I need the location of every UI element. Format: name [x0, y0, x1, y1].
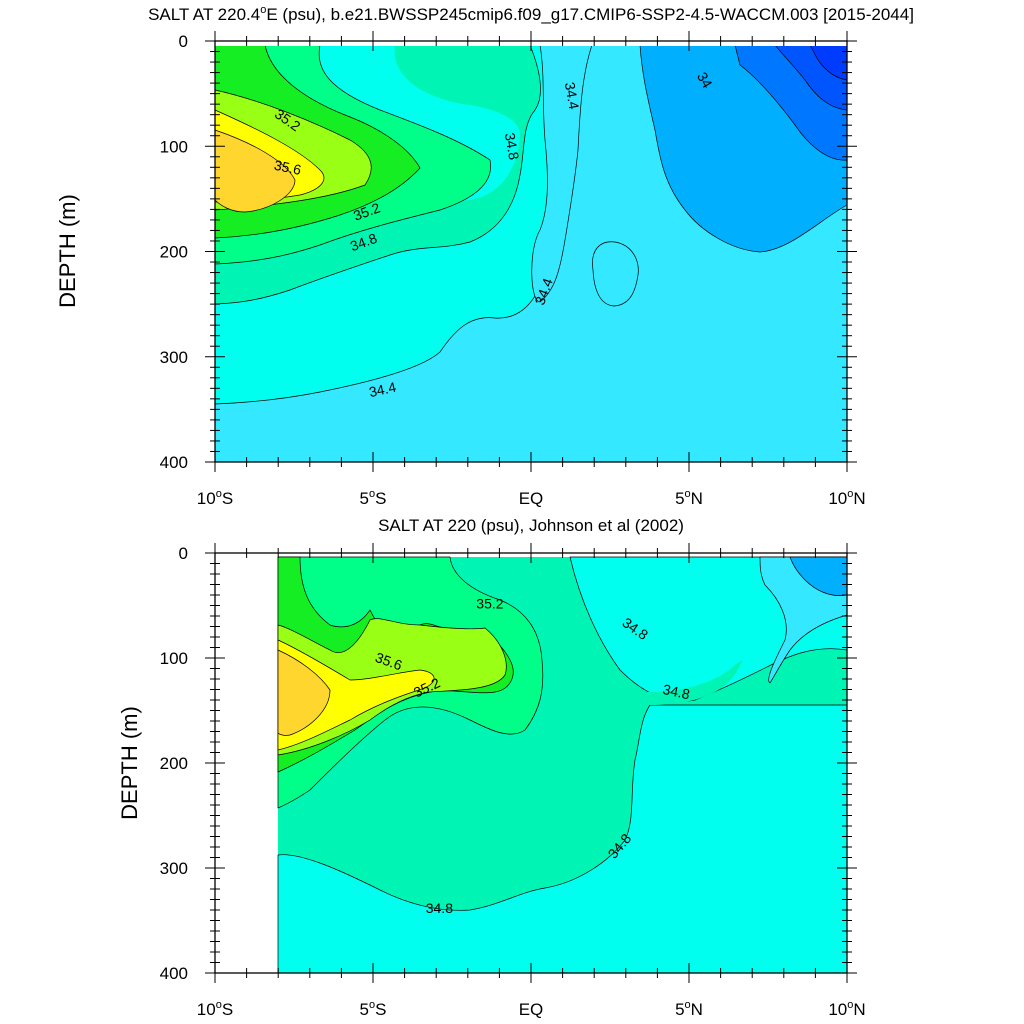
top-contour-label: 34: [694, 69, 716, 91]
top-x-tick-label: 10oN: [828, 488, 865, 508]
bottom-contour-label: 34.8: [661, 681, 691, 702]
bottom-y-tick-label: 0: [179, 544, 188, 563]
bottom-y-tick-label: 300: [160, 859, 188, 878]
bottom-fill-35.0-mid: [625, 660, 743, 705]
top-x-tick-label: EQ: [519, 489, 544, 508]
bottom-y-axis-label: DEPTH (m): [117, 706, 142, 820]
bottom-y-tick-label: 100: [160, 649, 188, 668]
x-tick-number: 10: [197, 1000, 216, 1019]
contour-label-text: 34.4: [562, 81, 583, 111]
top-x-tick-label: 5oS: [360, 488, 387, 508]
x-tick-hemisphere: N: [691, 489, 703, 508]
x-tick-number: 5: [360, 489, 369, 508]
bottom-contour-label: 35.2: [476, 595, 503, 611]
bottom-x-tick-label: 5oN: [675, 999, 703, 1019]
top-fill-36.0: [214, 129, 296, 213]
x-tick-hemisphere: S: [222, 1000, 233, 1019]
x-tick-degree: o: [369, 488, 375, 500]
x-tick-degree: o: [216, 999, 222, 1011]
x-tick-number: EQ: [519, 489, 544, 508]
x-tick-degree: o: [369, 999, 375, 1011]
bottom-plot-area: 35.235.635.234.834.834.834.8 01002003004…: [160, 543, 866, 1019]
contour-label-text: 34: [694, 69, 716, 91]
x-tick-hemisphere: N: [853, 489, 865, 508]
bottom-fill-34.8-deep: [277, 704, 848, 974]
x-tick-number: 5: [675, 489, 684, 508]
top-y-ticks: 0 100 200 300 400: [160, 32, 857, 472]
x-tick-number: 5: [360, 1000, 369, 1019]
top-y-tick-label: 0: [179, 32, 188, 51]
top-title: SALT AT 220.4oE (psu), b.e21.BWSSP245cmi…: [148, 4, 914, 24]
top-fill-34.6-isle: [592, 241, 639, 307]
bottom-y-tick-label: 400: [160, 964, 188, 983]
bottom-x-ticks: 10oS 5oS EQ 5oN 10oN: [197, 543, 866, 1019]
bottom-y-tick-label: 200: [160, 754, 188, 773]
x-tick-number: 10: [828, 489, 847, 508]
top-x-ticks: 10oS 5oS EQ 5oN 10oN: [197, 31, 866, 508]
bottom-fill-36.0: [277, 649, 331, 736]
top-contour-label: 34.4: [367, 379, 397, 400]
x-tick-hemisphere: S: [222, 489, 233, 508]
bottom-fill-35.8: [277, 639, 435, 751]
top-contour-label: 35.6: [273, 157, 303, 178]
bottom-x-tick-label: 5oS: [360, 999, 387, 1019]
contour-label-text: 35.2: [476, 595, 503, 611]
x-tick-hemisphere: S: [375, 489, 386, 508]
top-x-tick-label: 10oS: [197, 488, 233, 508]
x-tick-degree: o: [847, 488, 853, 500]
bottom-x-tick-label: 10oN: [828, 999, 865, 1019]
x-tick-degree: o: [685, 999, 691, 1011]
x-tick-number: 10: [197, 489, 216, 508]
x-tick-hemisphere: N: [853, 1000, 865, 1019]
bottom-contour-label: 34.8: [426, 900, 453, 916]
contour-label-text: 35.6: [273, 157, 303, 178]
bottom-title: SALT AT 220 (psu), Johnson et al (2002): [378, 516, 684, 535]
contour-label-text: 34.8: [426, 900, 453, 916]
x-tick-number: EQ: [519, 1000, 544, 1019]
top-title-sup: o: [260, 4, 266, 16]
top-title-main: SALT AT 220.4: [148, 5, 260, 24]
top-y-axis-label: DEPTH (m): [55, 194, 80, 308]
contour-label-text: 34.4: [367, 379, 397, 400]
bottom-contour-fills: [277, 556, 848, 974]
x-tick-number: 10: [828, 1000, 847, 1019]
x-tick-degree: o: [216, 488, 222, 500]
x-tick-hemisphere: S: [375, 1000, 386, 1019]
x-tick-degree: o: [685, 488, 691, 500]
top-x-tick-label: 5oN: [675, 488, 703, 508]
bottom-x-tick-label: 10oS: [197, 999, 233, 1019]
top-panel: SALT AT 220.4oE (psu), b.e21.BWSSP245cmi…: [55, 4, 914, 508]
top-fill-34.6-eq: [531, 44, 593, 303]
bottom-x-tick-label: EQ: [519, 1000, 544, 1019]
contour-label-text: 34.8: [502, 131, 523, 161]
x-tick-hemisphere: N: [691, 1000, 703, 1019]
top-title-rest: E (psu), b.e21.BWSSP245cmip6.f09_g17.CMI…: [266, 5, 914, 24]
top-y-tick-label: 300: [160, 348, 188, 367]
bottom-panel: SALT AT 220 (psu), Johnson et al (2002) …: [117, 516, 866, 1019]
top-contour-fills: [214, 44, 848, 462]
top-contour-label: 34.8: [502, 131, 523, 161]
top-y-tick-label: 400: [160, 453, 188, 472]
contour-label-text: 34.8: [661, 681, 691, 702]
bottom-y-ticks: 0 100 200 300 400: [160, 544, 857, 983]
x-tick-number: 5: [675, 1000, 684, 1019]
x-tick-degree: o: [847, 999, 853, 1011]
top-y-tick-label: 200: [160, 243, 188, 262]
top-contour-label: 34.4: [562, 81, 583, 111]
top-y-tick-label: 100: [160, 137, 188, 156]
